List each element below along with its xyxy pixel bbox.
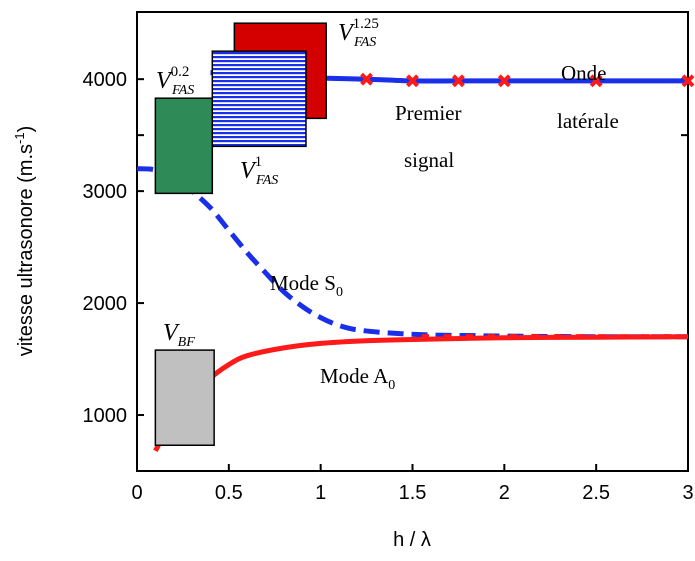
x-tick-label: 3 (682, 482, 693, 504)
data-marker (360, 72, 373, 86)
y-tick-label: 4000 (83, 69, 128, 91)
markers-layer (360, 72, 695, 88)
y-axis-title: vitesse ultrasonore (m.s-1) (12, 126, 37, 357)
x-tick-label: 0 (131, 482, 142, 504)
series-mode-A0 (153, 334, 689, 453)
x-tick-label: 2 (499, 482, 510, 504)
data-marker (452, 74, 465, 88)
label-v-fas-0-2: V0.2 FAS (156, 64, 194, 98)
label-mode-s0: Mode S0 (270, 271, 343, 300)
data-marker (681, 74, 695, 88)
x-axis-title: h / λ (393, 529, 431, 551)
series-mode-S0 (136, 166, 689, 340)
x-tick-label: 1.5 (399, 482, 427, 504)
box-v-fas-0-2 (154, 97, 214, 195)
y-tick-label: 3000 (83, 181, 128, 203)
marker-stroke (406, 74, 419, 88)
boxes-layer (154, 22, 327, 447)
label-laterale: latérale (557, 109, 619, 133)
label-v-bf: VBF (163, 320, 195, 350)
box-v-fas-1 (211, 50, 307, 148)
label-mode-a0: Mode A0 (320, 364, 395, 393)
label-onde: Onde (561, 61, 607, 85)
marker-stroke (681, 74, 695, 88)
data-marker (406, 74, 419, 88)
x-tick-label: 1 (315, 482, 326, 504)
y-tick-label: 1000 (83, 405, 128, 427)
marker-stroke (497, 74, 511, 88)
x-tick-label: 0.5 (215, 482, 243, 504)
marker-stroke (589, 74, 603, 88)
labels-layer: VBF V0.2 FAS V1 FAS V1.25 FAS Premier signal Onde… (156, 16, 619, 393)
label-v-fas-1-25: V1.25 FAS (338, 16, 379, 50)
x-tick-label: 2.5 (582, 482, 610, 504)
label-signal: signal (404, 148, 454, 172)
y-tick-label: 2000 (83, 293, 128, 315)
label-v-fas-1: V1 FAS (240, 154, 278, 188)
data-marker (497, 74, 511, 88)
marker-stroke (360, 72, 373, 86)
axis-ticks: 0 0.5 1 1.5 2 2.5 3 1000 2000 3000 4000 (83, 69, 694, 504)
data-marker (589, 74, 603, 88)
marker-stroke (452, 74, 465, 88)
box-v-bf (154, 349, 215, 447)
label-premier: Premier (395, 101, 461, 125)
